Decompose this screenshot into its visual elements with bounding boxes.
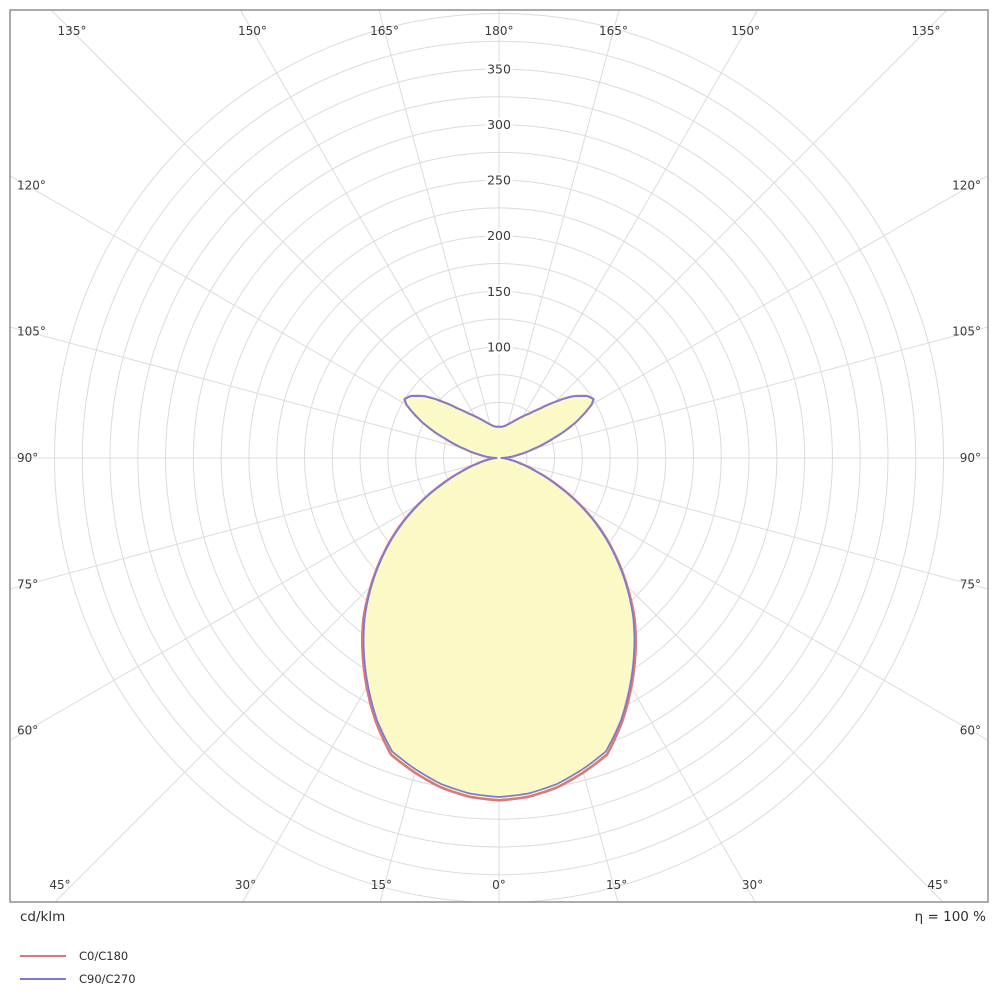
angle-label: 60° — [960, 724, 981, 738]
grid-spoke — [10, 457, 500, 590]
angle-label: 150° — [238, 24, 267, 38]
legend-label-c90: C90/C270 — [79, 971, 136, 986]
angle-label: 165° — [370, 24, 399, 38]
unit-label: cd/klm — [20, 909, 66, 925]
angle-label: 90° — [960, 451, 981, 465]
c90-c270-curve — [362, 395, 636, 798]
angle-labels: 0° 15° 15° 30° 30° 45° 45° 60° 60° 75° 75° 90° 90° 10… — [17, 24, 981, 892]
angle-label: 15° — [606, 878, 627, 892]
c90-line-swatch — [20, 977, 66, 980]
angle-label: 105° — [952, 325, 981, 339]
angle-label: 180° — [485, 24, 514, 38]
grid-spoke — [498, 457, 988, 741]
grid-spoke — [378, 10, 500, 459]
grid-spoke — [10, 457, 500, 741]
angle-label: 75° — [960, 577, 981, 591]
legend: C0/C180 C90/C270 — [20, 944, 136, 990]
angle-label: 30° — [235, 878, 256, 892]
grid-spoke — [498, 10, 759, 459]
angle-label: 90° — [17, 451, 38, 465]
grid-spoke — [498, 175, 988, 459]
angle-label: 15° — [371, 878, 392, 892]
radial-tick-label: 100 — [487, 339, 511, 354]
radial-tick-label: 200 — [487, 228, 511, 243]
grid-spoke — [498, 10, 948, 459]
radial-tick-labels: 100 150 200 250 300 350 — [485, 59, 514, 357]
angle-label: 120° — [952, 178, 981, 192]
grid-spoke — [498, 326, 988, 459]
grid-spoke — [498, 457, 988, 590]
angle-label: 75° — [17, 577, 38, 591]
legend-label-c0: C0/C180 — [79, 948, 129, 963]
angle-label: 120° — [17, 178, 46, 192]
angle-label: 135° — [58, 24, 87, 38]
angle-label: 105° — [17, 325, 46, 339]
grid-spoke — [498, 457, 944, 902]
angle-label: 45° — [927, 878, 948, 892]
grid-spoke — [54, 457, 500, 902]
legend-item-c0: C0/C180 — [20, 944, 136, 967]
c0-line-swatch — [20, 954, 66, 957]
efficiency-label: η = 100 % — [914, 909, 986, 925]
plot-border — [9, 9, 989, 903]
angle-label: 165° — [599, 24, 628, 38]
radial-tick-label: 250 — [487, 173, 511, 188]
grid-spoke — [239, 10, 500, 459]
angle-label: 135° — [912, 24, 941, 38]
legend-item-c90: C90/C270 — [20, 967, 136, 990]
grid-spoke — [498, 10, 620, 459]
angle-label: 30° — [742, 878, 763, 892]
grid-spoke — [10, 175, 500, 459]
angle-label: 0° — [492, 878, 506, 892]
radial-tick-label: 150 — [487, 284, 511, 299]
grid-spoke — [50, 10, 500, 459]
angle-label: 45° — [49, 878, 70, 892]
radial-tick-label: 300 — [487, 117, 511, 132]
angle-label: 150° — [731, 24, 760, 38]
grid-spoke — [10, 326, 500, 459]
angle-label: 60° — [17, 724, 38, 738]
radial-tick-label: 350 — [487, 62, 511, 77]
